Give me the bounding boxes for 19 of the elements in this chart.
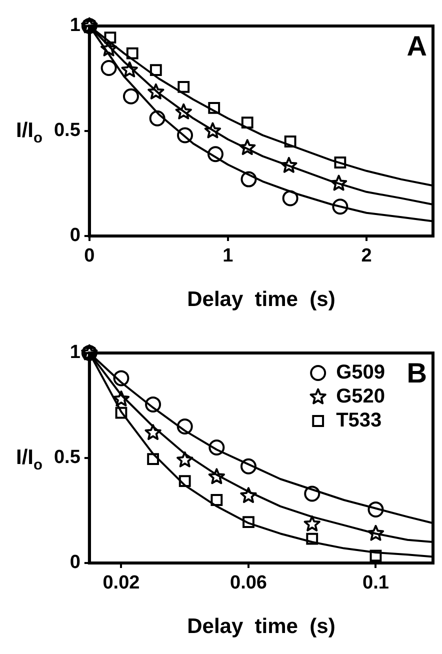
x-tick-label: 0.06 [230, 572, 267, 594]
y-tick-label: 0 [70, 552, 80, 574]
legend-label: G520 [336, 386, 386, 408]
y-tick-label: 1 [70, 342, 81, 364]
y-tick-label: 0.5 [54, 447, 81, 468]
annotation: A [406, 30, 427, 62]
y-tick-label: 0 [70, 225, 80, 246]
legend-label: G509 [336, 362, 386, 384]
x-tick-label: 0.02 [102, 572, 140, 594]
y-tick-label: 0.5 [54, 120, 81, 142]
x-tick-label: 2 [361, 246, 372, 267]
legend-label: T533 [336, 410, 382, 432]
y-tick-label: 1 [70, 15, 81, 36]
x-axis-title: Delay time (s) [187, 288, 336, 312]
x-tick-label: 0 [84, 246, 95, 267]
x-axis-title: Delay time (s) [187, 615, 336, 638]
x-tick-label: 0.1 [362, 572, 390, 594]
x-tick-label: 1 [222, 246, 234, 267]
annotation: B [406, 358, 427, 389]
